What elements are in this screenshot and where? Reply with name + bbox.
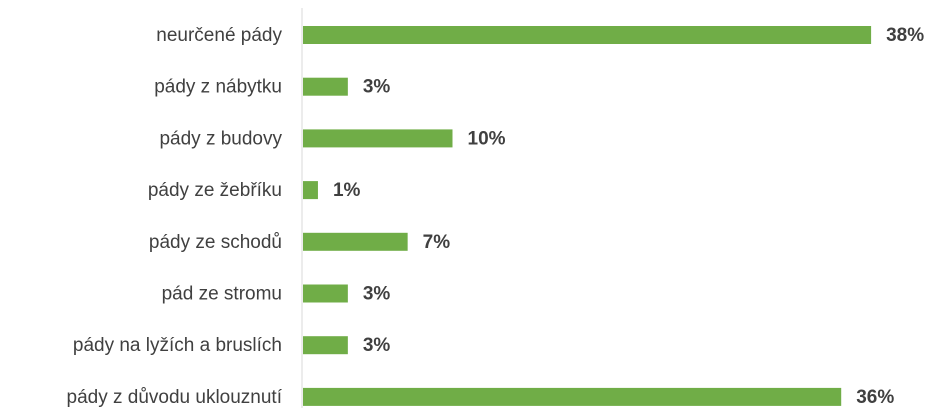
category-label: pády ze žebříku [148,180,282,201]
category-label: pády z důvodu uklouznutí [67,387,283,408]
bar [303,26,872,44]
category-label: pády ze schodů [149,232,282,253]
value-label: 3% [363,284,391,305]
value-label: 36% [856,387,894,408]
value-label: 10% [468,128,506,149]
category-label: pády na lyžích a bruslích [73,335,282,356]
bar [303,181,318,200]
category-label: pády z nábytku [154,77,282,98]
bar [303,387,842,406]
category-label: pády z budovy [159,128,282,149]
value-label: 1% [333,180,361,201]
value-label: 38% [886,25,924,46]
category-label: pád ze stromu [162,284,282,305]
bar [303,77,348,96]
value-label: 3% [363,77,391,98]
category-label: neurčené pády [156,25,282,46]
value-label: 3% [363,335,391,356]
bar [303,284,348,303]
bar [303,129,453,148]
bar [303,232,408,251]
value-label: 7% [423,232,451,253]
bar [303,336,348,355]
